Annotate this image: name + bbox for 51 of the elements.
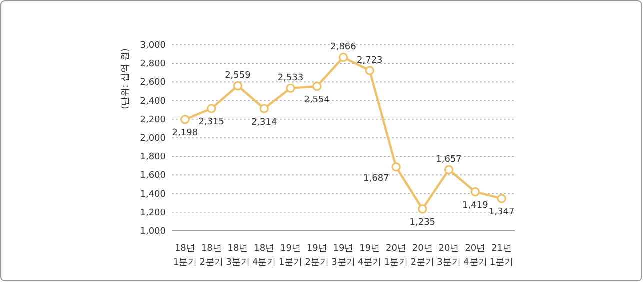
data-label: 2,533	[278, 73, 304, 84]
data-label: 1,657	[436, 154, 462, 165]
data-label: 2,559	[225, 71, 252, 82]
y-tick-label: 3,000	[140, 41, 166, 51]
data-label: 1,687	[364, 174, 390, 184]
data-label: 2,723	[357, 56, 383, 66]
point	[418, 204, 428, 214]
x-tick-label: 19년 2분기	[305, 244, 329, 268]
y-tick-label: 1,600	[140, 171, 166, 182]
point	[338, 52, 348, 62]
x-tick-label: 20년 1분기	[384, 244, 408, 268]
y-axis-title: (단위: 십억 원)	[121, 48, 131, 110]
data-label: 2,314	[251, 118, 278, 128]
point	[444, 165, 454, 174]
point	[286, 84, 296, 94]
y-tick-label: 1,400	[140, 190, 166, 200]
x-tick-label: 20년 4분기	[464, 244, 488, 268]
data-label: 2,866	[330, 42, 357, 52]
point	[260, 104, 269, 114]
point	[206, 104, 216, 114]
data-label: 1,235	[410, 218, 436, 228]
x-tick-label: 18년 1분기	[173, 244, 198, 268]
x-tick-label: 19년 1분기	[278, 244, 303, 268]
point	[233, 81, 243, 91]
y-tick-label: 1,000	[140, 227, 166, 237]
data-label: 1,419	[462, 201, 489, 212]
data-label: 2,198	[172, 128, 198, 139]
x-tick-label: 19년 3분기	[332, 244, 356, 268]
x-tick-label: 18년 3분기	[226, 244, 250, 268]
x-tick-label: 20년 3분기	[437, 244, 461, 268]
point	[497, 194, 506, 204]
data-label: 1,347	[488, 208, 515, 218]
point	[365, 66, 374, 76]
point	[180, 114, 190, 124]
point	[312, 82, 322, 92]
point	[392, 162, 401, 172]
point	[470, 187, 480, 197]
y-tick-label: 2,200	[140, 115, 166, 126]
y-tick-label: 2,400	[140, 96, 166, 107]
x-tick-label: 18년 2분기	[200, 244, 224, 268]
data-label: 2,554	[304, 95, 330, 106]
y-tick-label: 2,800	[140, 60, 166, 70]
y-tick-label: 2,000	[140, 134, 166, 144]
x-tick-label: 18년 4분기	[252, 244, 276, 268]
y-tick-label: 1,200	[140, 208, 166, 218]
x-tick-label: 20년 2분기	[410, 244, 435, 268]
x-tick-label: 21년 1분기	[490, 244, 514, 268]
x-tick-label: 19년 4분기	[358, 244, 382, 268]
y-tick-label: 1,800	[140, 152, 166, 163]
y-tick-label: 2,600	[140, 78, 166, 88]
data-label: 2,315	[198, 118, 224, 128]
